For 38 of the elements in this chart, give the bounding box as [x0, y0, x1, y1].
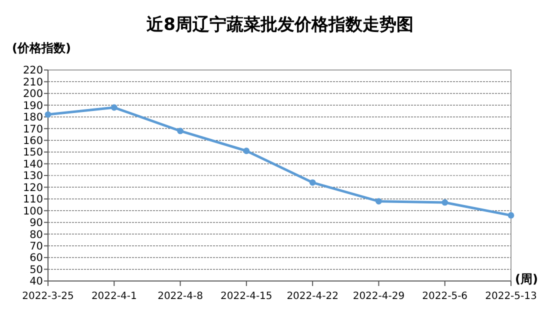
y-tick-label: 70 — [30, 240, 43, 253]
y-tick-label: 190 — [22, 100, 43, 112]
y-tick-label: 90 — [30, 217, 43, 230]
y-tick-label: 110 — [22, 194, 43, 206]
y-tick-label: 60 — [30, 252, 43, 264]
point — [177, 128, 184, 134]
point — [309, 179, 316, 186]
y-tick-label: 120 — [22, 182, 43, 194]
x-tick-label: 2022-4-22 — [286, 291, 338, 302]
point — [508, 212, 514, 219]
chart-title: 近8周辽宁蔬菜批发价格指数走势图 — [146, 15, 414, 35]
y-tick-label: 160 — [22, 135, 43, 148]
point — [110, 104, 118, 111]
y-tick-label: 40 — [30, 276, 43, 288]
x-tick-label: 2022-4-8 — [158, 291, 203, 302]
y-tick-label: 80 — [30, 228, 43, 241]
point — [44, 111, 52, 118]
y-tick-label: 130 — [22, 170, 43, 182]
y-tick-label: 100 — [22, 205, 43, 218]
x-tick-label: 2022-5-13 — [485, 291, 537, 302]
y-tick-label: 220 — [22, 64, 43, 77]
y-tick-label: 150 — [22, 146, 43, 159]
y-tick-label: 180 — [22, 112, 43, 124]
x-tick-label: 2022-4-29 — [352, 291, 405, 302]
point — [243, 148, 250, 154]
y-axis-title: (价格指数) — [12, 41, 71, 55]
y-tick-label: 200 — [22, 88, 43, 100]
point — [376, 198, 382, 204]
x-tick-label: 2022-4-1 — [91, 291, 137, 302]
y-tick-label: 140 — [22, 158, 43, 170]
y-tick-label: 210 — [22, 76, 43, 88]
point — [442, 199, 448, 206]
y-tick-label: 50 — [30, 264, 43, 276]
x-tick-label: 2022-4-15 — [220, 291, 272, 302]
x-tick-label: 2022-3-25 — [22, 291, 74, 302]
x-tick-label: 2022-5-6 — [422, 291, 468, 302]
x-axis-title: (周) — [515, 272, 538, 286]
y-tick-label: 170 — [22, 123, 43, 136]
